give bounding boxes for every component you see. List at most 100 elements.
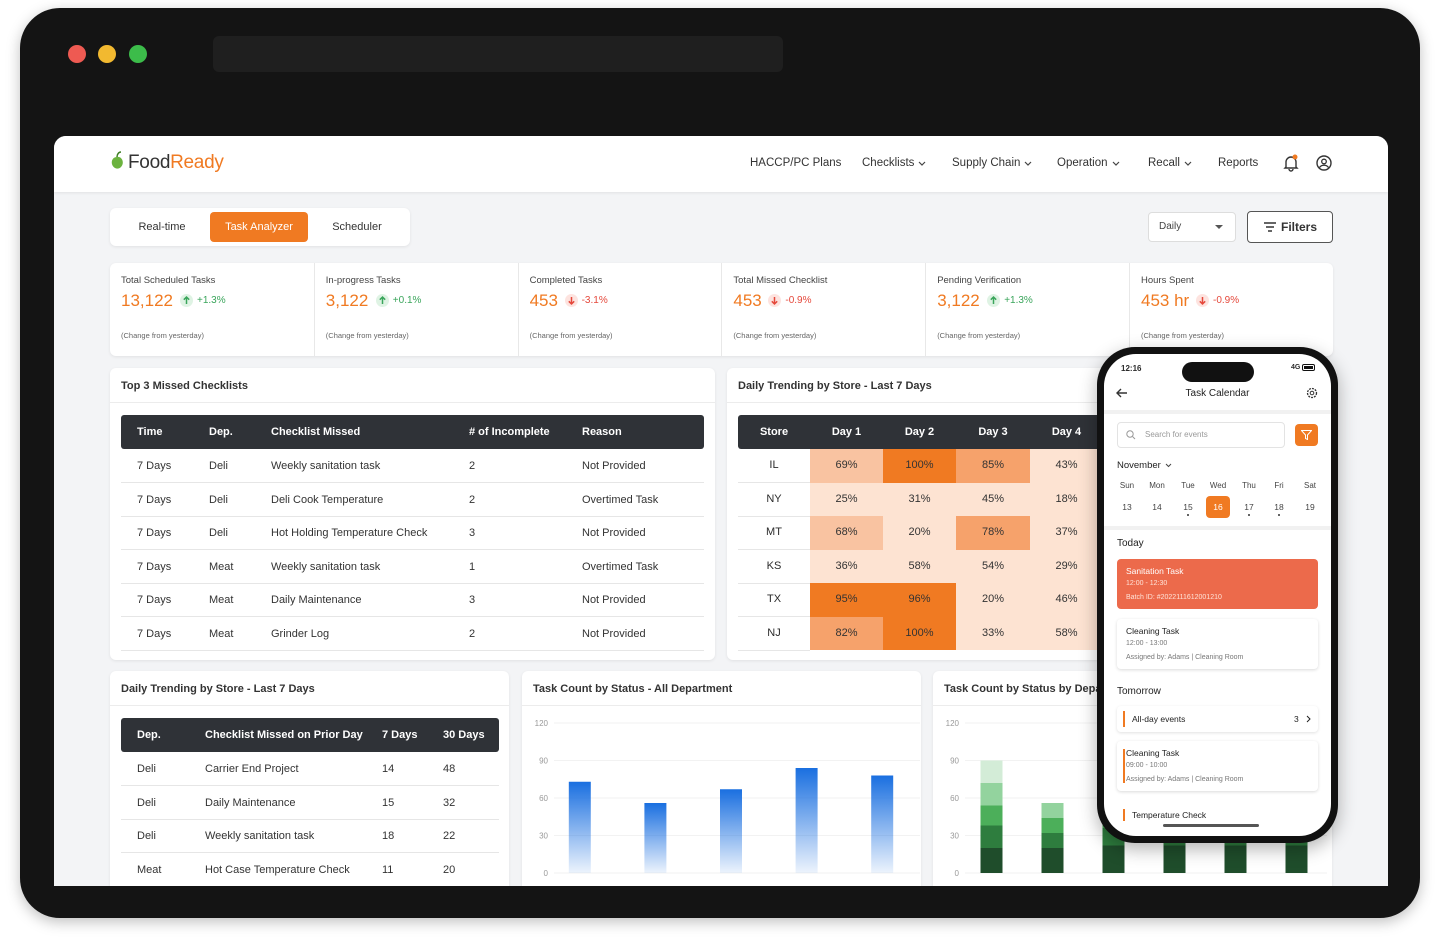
gear-icon: [1306, 387, 1318, 399]
table-cell: Deli: [137, 763, 156, 775]
filter-icon: [1264, 222, 1276, 232]
column-header: Checklist Missed on Prior Day: [205, 729, 363, 741]
kpi-value: 3,122: [937, 291, 980, 310]
heat-cell: 45%: [956, 482, 1030, 516]
nav-chevron: [1184, 161, 1192, 166]
nav-item[interactable]: Recall: [1148, 157, 1180, 169]
search-placeholder: Search for events: [1145, 430, 1208, 439]
table-row: 7 Days Meat Grinder Log 2 Not Provided: [121, 617, 704, 651]
table-cell: Meat: [209, 627, 234, 640]
store-cell: TX: [738, 583, 810, 617]
table-row: Deli Weekly sanitation task 18 22: [121, 819, 499, 853]
heat-cell: 85%: [956, 449, 1030, 483]
y-tick-label: 60: [539, 794, 548, 803]
kpi-title: Completed Tasks: [529, 275, 603, 286]
column-header: Dep.: [137, 729, 161, 741]
header-divider: [1104, 410, 1331, 414]
event-dot: [1278, 514, 1280, 516]
table-cell: 3: [469, 594, 476, 606]
heat-cell: 82%: [810, 616, 883, 650]
day[interactable]: 17: [1244, 502, 1254, 512]
y-tick-label: 90: [539, 757, 548, 766]
search-box[interactable]: Search for events: [1117, 422, 1285, 448]
address-bar: [213, 36, 783, 72]
bar-segment: [980, 805, 1003, 826]
event-card[interactable]: Cleaning Task 12:00 - 13:00 Assigned by: A…: [1117, 619, 1318, 669]
table-cell: Meat: [137, 863, 162, 876]
bar: [720, 789, 742, 873]
column-header: Dep.: [209, 426, 233, 438]
table-cell: 2: [469, 460, 476, 472]
day[interactable]: 19: [1305, 502, 1315, 512]
table-cell: Meat: [209, 560, 234, 573]
event-card[interactable]: Sanitation Task 12:00 - 12:30 Batch ID: #2…: [1117, 559, 1318, 609]
event-detail: Assigned by: Adams | Cleaning Room: [1126, 776, 1244, 783]
phone-title: Task Calendar: [1185, 388, 1250, 399]
table-cell: Not Provided: [582, 594, 646, 606]
all-day-row[interactable]: All-day events 3: [1117, 706, 1318, 732]
table-header: Time Dep. Checklist Missed # of Incomplete R…: [121, 415, 704, 449]
weekday: Fri: [1274, 481, 1284, 490]
all-day-chevron: [1306, 715, 1311, 723]
nav-item[interactable]: Supply Chain: [952, 157, 1021, 169]
filters-button[interactable]: Filters: [1247, 211, 1333, 243]
column-header: Time: [137, 426, 163, 438]
kpi-trend-icon: [375, 294, 389, 307]
kpi-value: 453: [733, 291, 762, 310]
card-divider: [522, 705, 921, 706]
table-cell: Not Provided: [582, 527, 646, 539]
column-header: Reason: [582, 426, 622, 438]
table-cell: 1: [469, 560, 476, 573]
nav-item[interactable]: Checklists: [862, 157, 915, 169]
event-detail: Assigned by: Adams | Cleaning Room: [1126, 654, 1244, 661]
bar-segment: [1041, 818, 1064, 833]
phone-filter-icon: [1301, 430, 1312, 440]
period-label: Daily: [1159, 221, 1182, 232]
day[interactable]: 18: [1274, 502, 1284, 512]
bar-segment: [1041, 833, 1064, 848]
column-header: Day 2: [904, 426, 935, 438]
column-header: 30 Days: [443, 729, 485, 741]
nav-item[interactable]: Reports: [1218, 157, 1259, 169]
heat-cell: 46%: [1030, 583, 1103, 617]
column-header: Day 4: [1051, 426, 1082, 438]
logo-icon: [111, 151, 123, 169]
event-accent: [1123, 809, 1125, 821]
day[interactable]: 14: [1152, 502, 1162, 512]
table-row: Meat Hot Case Temperature Check 11 20: [121, 853, 499, 886]
column-header: # of Incomplete: [469, 426, 550, 438]
weekday: Thu: [1242, 481, 1256, 490]
table-cell: Hot Holding Temperature Check: [271, 527, 428, 539]
store-cell: NJ: [738, 617, 810, 651]
nav-item[interactable]: HACCP/PC Plans: [750, 157, 842, 169]
table-cell: 3: [469, 527, 476, 539]
day[interactable]: 15: [1183, 502, 1193, 512]
table-cell: 11: [382, 863, 394, 876]
heat-cell: 95%: [810, 583, 883, 617]
heat-cell: 58%: [883, 549, 956, 583]
store-cell: IL: [738, 449, 810, 483]
tomorrow-label: Tomorrow: [1117, 686, 1161, 697]
table-cell: Weekly sanitation task: [271, 460, 381, 472]
bar-segment: [980, 848, 1003, 873]
status-time: 12:16: [1121, 364, 1142, 373]
bar: [795, 768, 818, 873]
table-cell: Meat: [209, 594, 234, 606]
tab[interactable]: Real-time: [138, 221, 186, 233]
logo-food: Food: [128, 152, 171, 173]
event-card[interactable]: Cleaning Task 09:00 - 10:00 Assigned by: A…: [1117, 741, 1318, 791]
day[interactable]: 13: [1122, 502, 1132, 512]
selected-day[interactable]: 16: [1213, 502, 1223, 512]
tab[interactable]: Scheduler: [332, 221, 382, 233]
y-tick-label: 0: [544, 869, 549, 878]
tab-active[interactable]: Task Analyzer: [210, 212, 308, 242]
event-title: Cleaning Task: [1126, 748, 1180, 758]
missed-card: Top 3 Missed Checklists Time Dep. Checklist…: [110, 368, 715, 660]
y-tick-label: 0: [955, 869, 960, 878]
heat-cell: 78%: [956, 516, 1030, 550]
period-select[interactable]: Daily: [1148, 212, 1236, 242]
table-cell: Deli: [209, 493, 228, 506]
phone-filter-button[interactable]: [1295, 424, 1318, 446]
nav-item[interactable]: Operation: [1057, 157, 1108, 169]
heat-cell: 20%: [883, 516, 956, 550]
